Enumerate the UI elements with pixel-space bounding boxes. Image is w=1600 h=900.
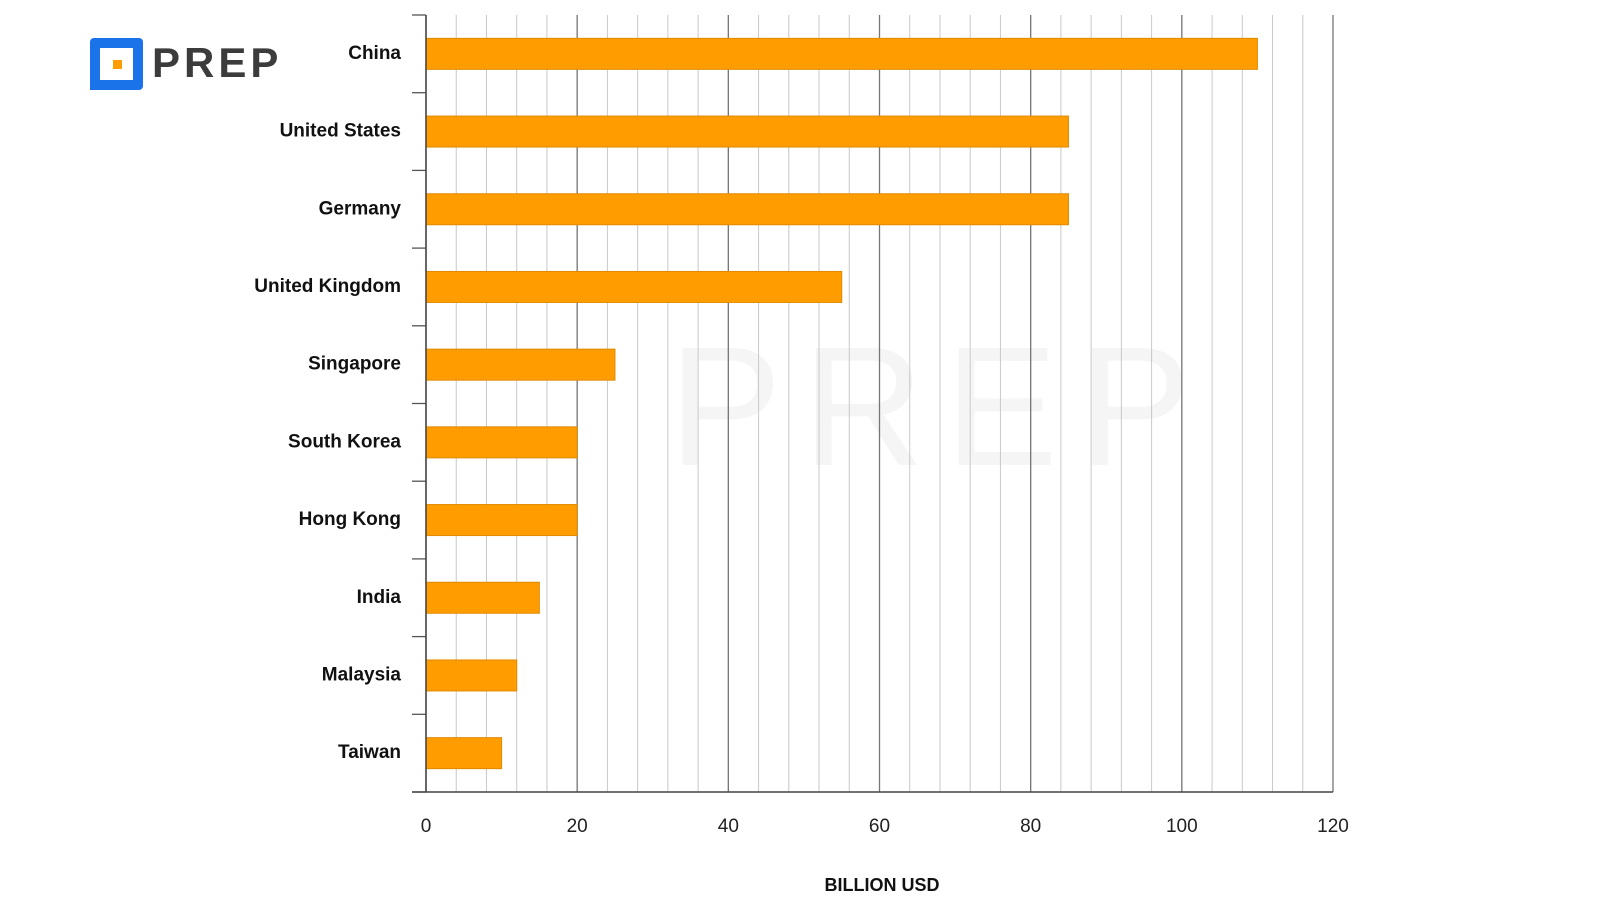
logo-icon-bar [90, 58, 100, 90]
logo: PREP [90, 38, 282, 90]
x-axis-label: BILLION USD [825, 875, 940, 895]
x-tick-label: 60 [869, 816, 890, 837]
bar [425, 504, 578, 537]
bar [425, 37, 1258, 70]
x-tick-label: 0 [421, 816, 432, 837]
bar [425, 426, 578, 459]
bar [425, 659, 518, 692]
y-tick-label: Singapore [308, 354, 401, 375]
x-tick-label: 40 [718, 816, 739, 837]
bar [425, 193, 1069, 226]
x-tick-label: 80 [1020, 816, 1041, 837]
y-tick-label: Malaysia [322, 664, 402, 685]
logo-text: PREP [152, 39, 282, 86]
y-tick-label: Germany [319, 198, 402, 219]
bar [425, 348, 616, 381]
y-tick-label: India [357, 587, 402, 608]
y-tick-label: United Kingdom [254, 276, 401, 297]
y-tick-label: Taiwan [338, 742, 401, 763]
x-tick-label: 100 [1166, 816, 1198, 837]
y-tick-label: China [348, 43, 401, 64]
y-tick-label: Hong Kong [299, 509, 401, 530]
bar [425, 581, 540, 614]
bar [425, 737, 503, 770]
bar [425, 115, 1069, 148]
y-tick-label: South Korea [288, 431, 401, 452]
bar [425, 270, 843, 303]
x-tick-label: 20 [567, 816, 588, 837]
y-tick-label: United States [280, 121, 401, 142]
x-tick-label: 120 [1317, 816, 1349, 837]
logo-icon-dot [113, 60, 122, 69]
